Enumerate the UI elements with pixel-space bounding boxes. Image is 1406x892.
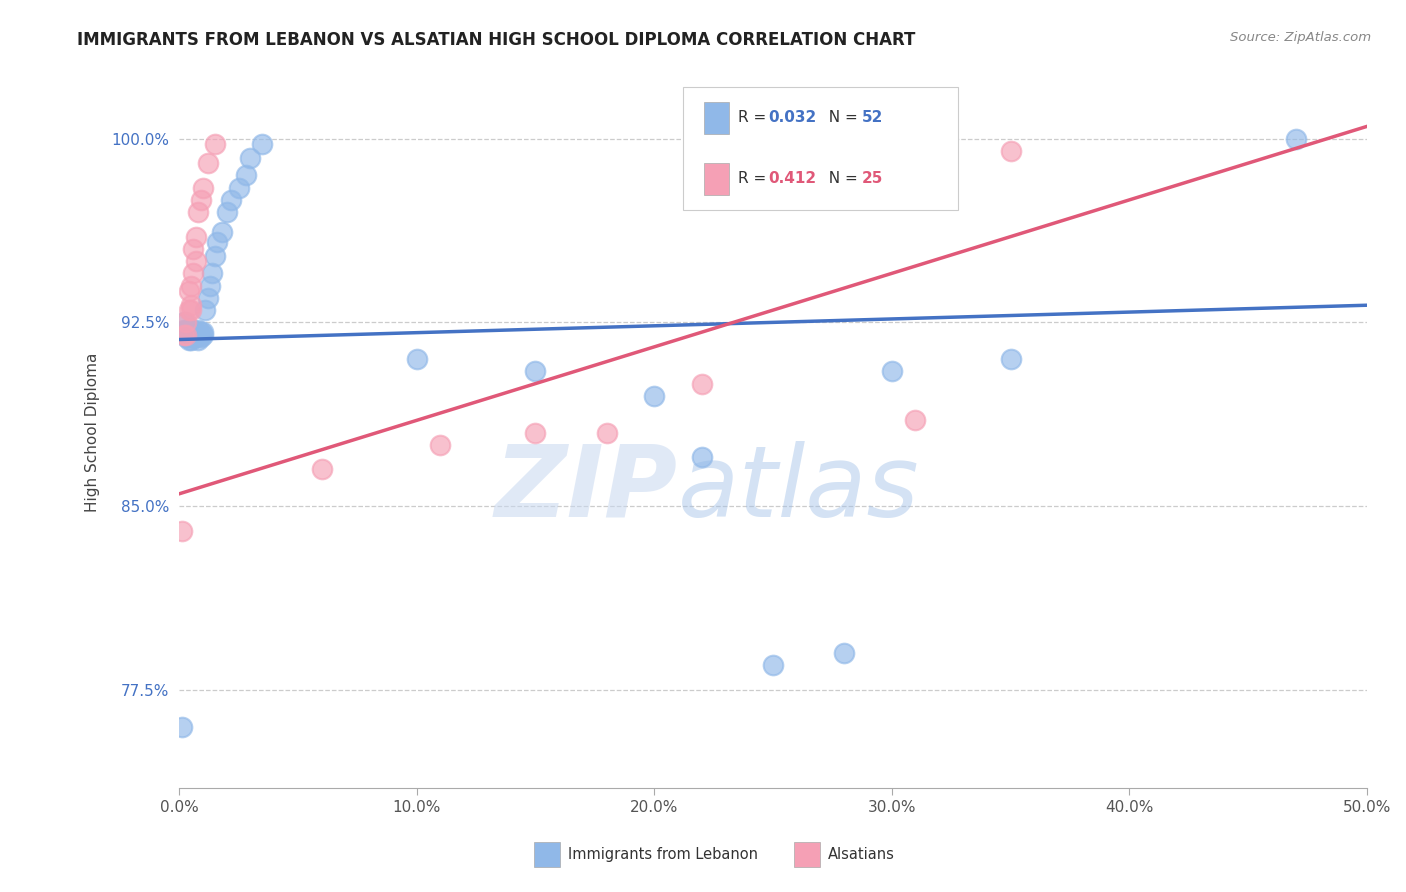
Point xyxy=(1000,352,1022,367)
Point xyxy=(690,450,713,464)
Point xyxy=(183,323,205,337)
Point xyxy=(180,325,202,339)
Point xyxy=(180,278,202,293)
Point xyxy=(524,425,547,440)
Point xyxy=(174,327,197,342)
Point xyxy=(690,376,713,391)
Text: Immigrants from Lebanon: Immigrants from Lebanon xyxy=(568,847,758,862)
Point xyxy=(215,205,238,219)
Point xyxy=(187,323,209,337)
Point xyxy=(239,151,262,165)
Text: 52: 52 xyxy=(862,111,883,126)
Point xyxy=(180,330,202,344)
Point xyxy=(191,327,214,342)
Point xyxy=(1284,131,1306,145)
Point xyxy=(762,658,785,673)
Point xyxy=(180,333,202,347)
Point xyxy=(177,284,200,298)
Point xyxy=(180,327,202,342)
Point xyxy=(174,330,197,344)
Point xyxy=(198,278,221,293)
Point xyxy=(643,389,665,403)
Point xyxy=(183,242,205,256)
Point xyxy=(228,180,250,194)
Point xyxy=(596,425,619,440)
Point xyxy=(832,646,855,660)
Point xyxy=(197,291,219,305)
Point xyxy=(204,249,226,263)
Text: 25: 25 xyxy=(862,171,883,186)
Text: N =: N = xyxy=(820,111,863,126)
Point xyxy=(1000,144,1022,158)
Point xyxy=(183,327,205,342)
Point xyxy=(235,169,257,183)
Point xyxy=(177,327,200,342)
Point xyxy=(904,413,927,427)
Point xyxy=(221,193,243,207)
Point xyxy=(187,333,209,347)
Point xyxy=(177,303,200,318)
Point xyxy=(173,315,195,329)
Point xyxy=(197,156,219,170)
Text: R =: R = xyxy=(738,111,770,126)
Point xyxy=(201,266,224,280)
Point xyxy=(180,298,202,312)
Point xyxy=(183,266,205,280)
Point xyxy=(184,325,207,339)
Y-axis label: High School Diploma: High School Diploma xyxy=(86,353,100,512)
Point xyxy=(184,330,207,344)
Point xyxy=(183,330,205,344)
Text: ZIP: ZIP xyxy=(495,441,678,538)
Point xyxy=(177,330,200,344)
Point xyxy=(184,254,207,268)
Point xyxy=(191,180,214,194)
Text: Alsatians: Alsatians xyxy=(828,847,896,862)
Point xyxy=(170,524,193,538)
Text: atlas: atlas xyxy=(678,441,920,538)
Point xyxy=(190,330,212,344)
Point xyxy=(177,333,200,347)
Point xyxy=(184,327,207,342)
Point xyxy=(180,323,202,337)
Point xyxy=(190,193,212,207)
Point xyxy=(174,325,197,339)
Text: R =: R = xyxy=(738,171,770,186)
Point xyxy=(187,327,209,342)
Point xyxy=(183,325,205,339)
Point xyxy=(429,438,451,452)
Point xyxy=(173,323,195,337)
Text: N =: N = xyxy=(820,171,863,186)
Point xyxy=(170,719,193,733)
Point xyxy=(194,303,217,318)
Point xyxy=(311,462,333,476)
Point xyxy=(173,327,195,342)
Point xyxy=(174,315,197,329)
Point xyxy=(177,325,200,339)
Point xyxy=(174,323,197,337)
Text: 0.032: 0.032 xyxy=(769,111,817,126)
Text: Source: ZipAtlas.com: Source: ZipAtlas.com xyxy=(1230,31,1371,45)
Point xyxy=(190,325,212,339)
Point xyxy=(405,352,427,367)
Point xyxy=(880,364,903,378)
Point xyxy=(180,303,202,318)
Point xyxy=(174,327,197,342)
Text: 0.412: 0.412 xyxy=(769,171,817,186)
Point xyxy=(204,136,226,151)
Point xyxy=(205,235,228,249)
Point xyxy=(252,136,274,151)
Point xyxy=(191,325,214,339)
Point xyxy=(524,364,547,378)
Point xyxy=(184,229,207,244)
Point xyxy=(187,205,209,219)
Text: IMMIGRANTS FROM LEBANON VS ALSATIAN HIGH SCHOOL DIPLOMA CORRELATION CHART: IMMIGRANTS FROM LEBANON VS ALSATIAN HIGH… xyxy=(77,31,915,49)
Point xyxy=(211,225,233,239)
